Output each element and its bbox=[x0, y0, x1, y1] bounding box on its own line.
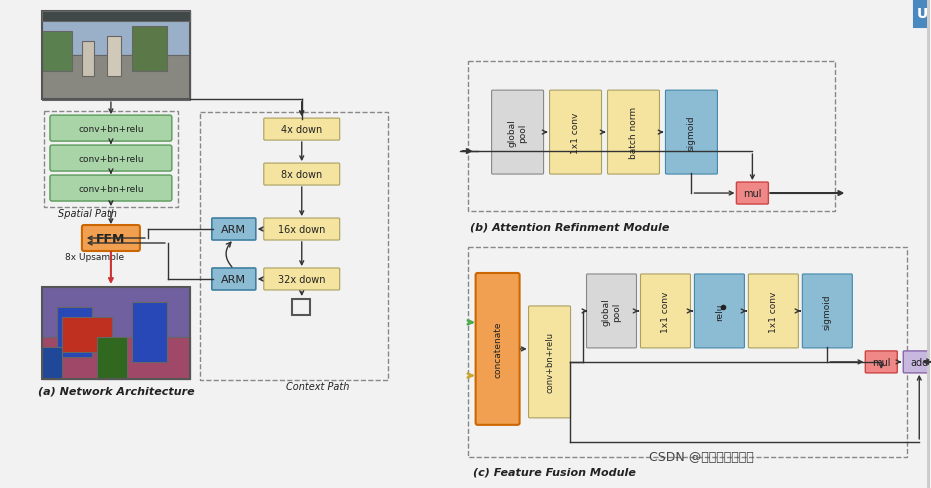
Bar bbox=[132, 27, 167, 72]
Bar bbox=[42, 287, 190, 379]
Text: conv+bn+relu: conv+bn+relu bbox=[545, 332, 554, 393]
FancyArrowPatch shape bbox=[226, 243, 232, 267]
FancyBboxPatch shape bbox=[736, 183, 768, 204]
Text: (b) Attention Refinment Module: (b) Attention Refinment Module bbox=[469, 222, 669, 231]
Bar bbox=[82, 42, 94, 77]
FancyBboxPatch shape bbox=[50, 146, 172, 172]
FancyBboxPatch shape bbox=[803, 274, 852, 348]
Text: concatenate: concatenate bbox=[493, 321, 502, 377]
Text: sigmoid: sigmoid bbox=[823, 293, 831, 329]
Text: 8x down: 8x down bbox=[281, 170, 322, 180]
Bar bbox=[914, 0, 930, 28]
Bar bbox=[927, 0, 930, 488]
Text: 4x down: 4x down bbox=[281, 125, 322, 135]
FancyBboxPatch shape bbox=[492, 91, 544, 175]
Text: 1x1 conv: 1x1 conv bbox=[571, 112, 580, 153]
Bar bbox=[42, 12, 190, 100]
Text: conv+bn+relu: conv+bn+relu bbox=[78, 124, 143, 133]
Bar bbox=[42, 347, 62, 379]
Bar bbox=[42, 12, 190, 56]
Text: 1x1 conv: 1x1 conv bbox=[769, 291, 778, 332]
FancyBboxPatch shape bbox=[865, 351, 897, 373]
Text: conv+bn+relu: conv+bn+relu bbox=[78, 184, 143, 193]
Text: ARM: ARM bbox=[222, 224, 247, 235]
Bar bbox=[467, 62, 835, 212]
Text: Context Path: Context Path bbox=[286, 381, 349, 391]
FancyBboxPatch shape bbox=[50, 116, 172, 142]
Bar bbox=[42, 287, 190, 379]
Text: FFM: FFM bbox=[96, 232, 126, 245]
FancyBboxPatch shape bbox=[50, 176, 172, 202]
Text: relu: relu bbox=[715, 303, 724, 320]
Text: batch norm: batch norm bbox=[629, 107, 638, 159]
FancyBboxPatch shape bbox=[263, 119, 340, 141]
FancyBboxPatch shape bbox=[529, 306, 571, 418]
FancyBboxPatch shape bbox=[903, 351, 931, 373]
Bar bbox=[42, 337, 190, 379]
FancyBboxPatch shape bbox=[82, 225, 140, 251]
Text: add: add bbox=[911, 357, 928, 367]
FancyBboxPatch shape bbox=[549, 91, 601, 175]
Bar bbox=[467, 247, 908, 457]
FancyBboxPatch shape bbox=[666, 91, 718, 175]
Bar bbox=[42, 12, 190, 100]
Bar bbox=[42, 12, 190, 22]
Text: global
pool: global pool bbox=[508, 119, 527, 147]
FancyBboxPatch shape bbox=[263, 219, 340, 241]
Text: mul: mul bbox=[872, 357, 891, 367]
Text: mul: mul bbox=[743, 189, 762, 199]
FancyBboxPatch shape bbox=[212, 268, 256, 290]
Bar bbox=[291, 299, 310, 315]
Text: 1x1 conv: 1x1 conv bbox=[661, 291, 670, 332]
Bar bbox=[200, 113, 387, 380]
Bar bbox=[97, 337, 127, 379]
FancyBboxPatch shape bbox=[476, 273, 519, 425]
Text: 16x down: 16x down bbox=[278, 224, 326, 235]
FancyBboxPatch shape bbox=[749, 274, 799, 348]
Text: global
pool: global pool bbox=[601, 298, 621, 325]
FancyBboxPatch shape bbox=[263, 164, 340, 185]
FancyBboxPatch shape bbox=[608, 91, 659, 175]
Text: (a) Network Architecture: (a) Network Architecture bbox=[37, 386, 195, 396]
Text: 32x down: 32x down bbox=[278, 274, 326, 285]
FancyBboxPatch shape bbox=[695, 274, 745, 348]
Bar bbox=[132, 303, 167, 362]
Text: (c) Feature Fusion Module: (c) Feature Fusion Module bbox=[473, 467, 636, 477]
Bar bbox=[107, 37, 121, 77]
FancyBboxPatch shape bbox=[587, 274, 637, 348]
Bar bbox=[42, 56, 190, 101]
Bar bbox=[57, 307, 92, 357]
FancyBboxPatch shape bbox=[212, 219, 256, 241]
Text: ARM: ARM bbox=[222, 274, 247, 285]
Bar bbox=[42, 32, 72, 72]
Bar bbox=[62, 317, 112, 352]
Text: 8x Upsample: 8x Upsample bbox=[65, 253, 125, 262]
Text: sigmoid: sigmoid bbox=[687, 115, 696, 151]
FancyBboxPatch shape bbox=[263, 268, 340, 290]
Text: CSDN @我是一个小稻米: CSDN @我是一个小稻米 bbox=[650, 450, 754, 464]
FancyBboxPatch shape bbox=[641, 274, 691, 348]
Text: U: U bbox=[917, 7, 928, 21]
Text: Spatial Path: Spatial Path bbox=[59, 208, 117, 219]
Text: conv+bn+relu: conv+bn+relu bbox=[78, 154, 143, 163]
Bar bbox=[44, 112, 178, 207]
